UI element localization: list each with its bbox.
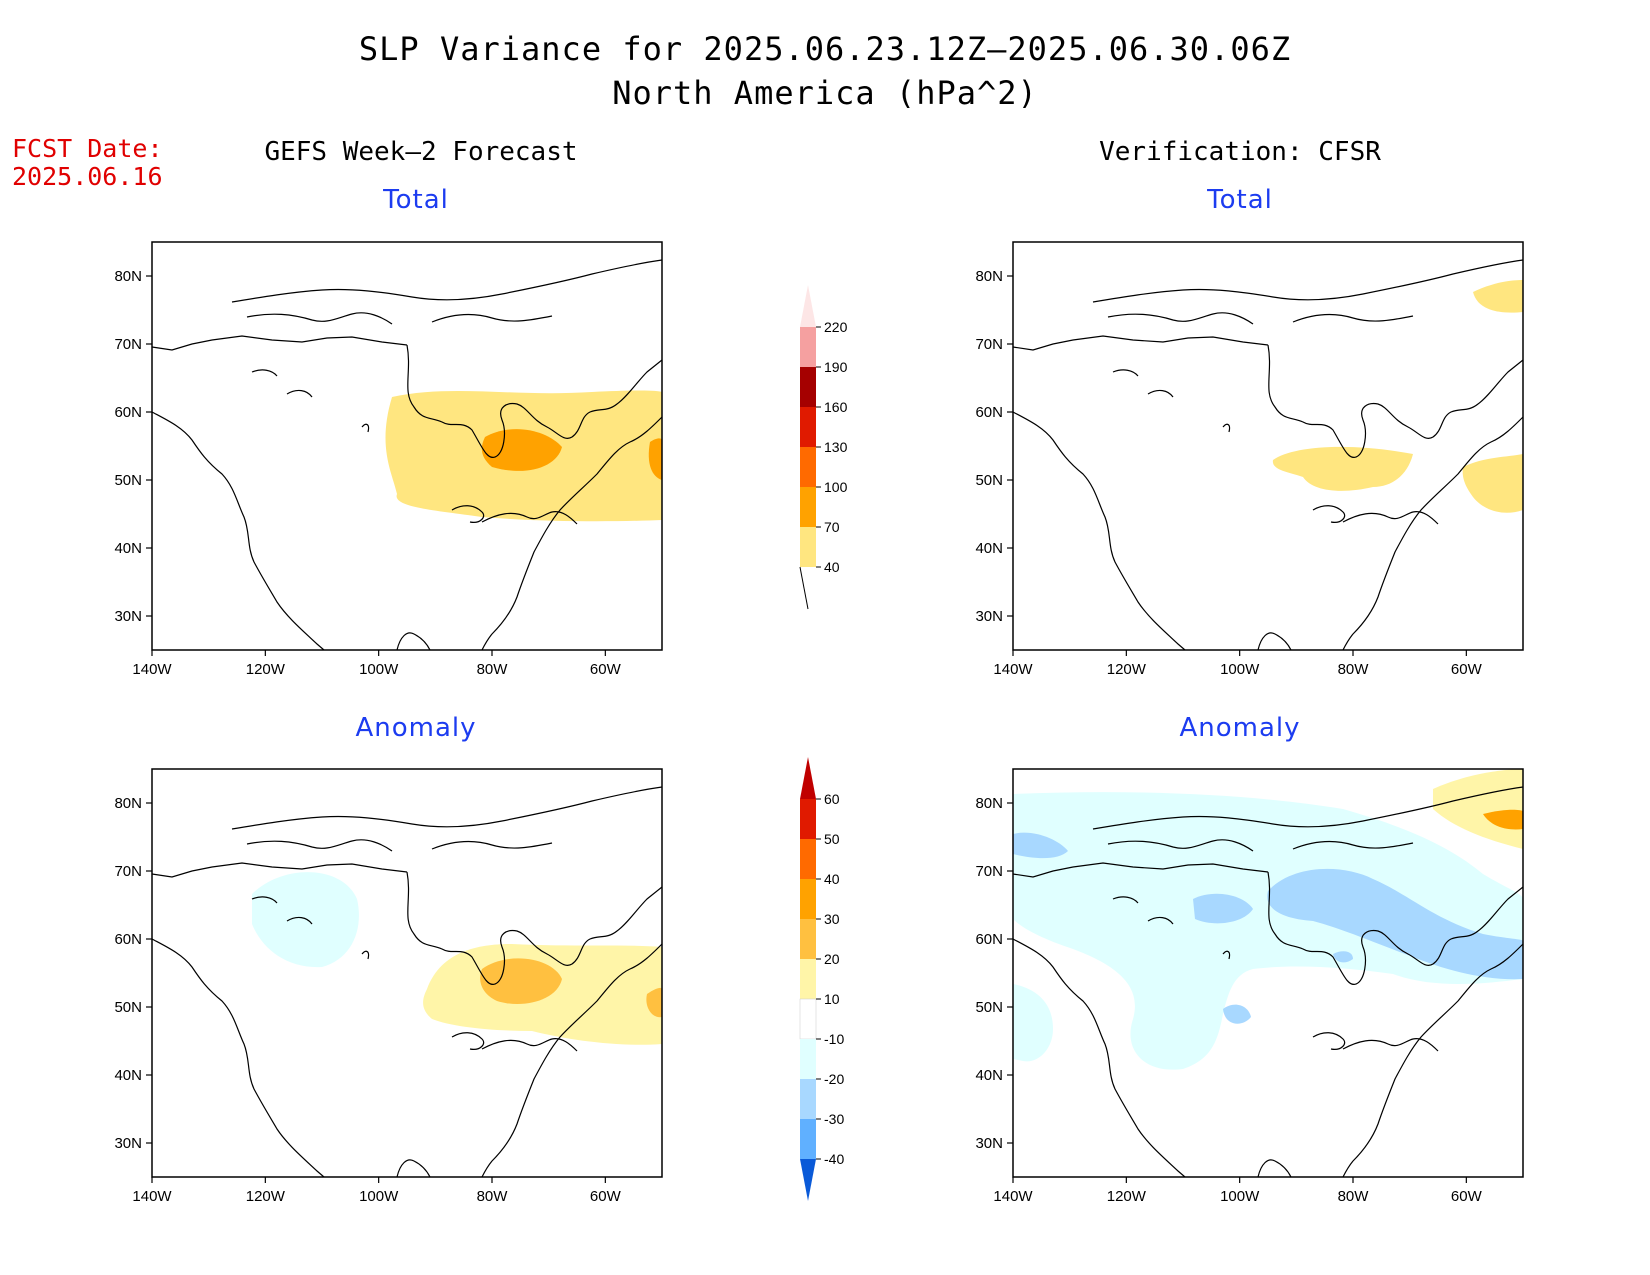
lon-tick-label: 60W: [1451, 661, 1483, 678]
lon-tick-label: 120W: [246, 661, 286, 678]
colorbar-anomaly-bottom-tip: [800, 1159, 816, 1201]
colorbar-anomaly-swatch: [800, 879, 816, 919]
lat-tick-label: 40N: [975, 1067, 1003, 1084]
panel-title-fcst-anomaly: Anomaly: [355, 713, 477, 743]
lon-tick-label: 80W: [477, 1188, 509, 1205]
colorbar-anomaly-label: 60: [824, 791, 840, 807]
lat-tick-label: 60N: [114, 404, 142, 421]
colorbar-total-swatch: [800, 447, 816, 487]
verification-column-title: Verification: CFSR: [1099, 137, 1381, 167]
colorbar-anomaly-swatch: [800, 959, 816, 999]
colorbar-total-swatch: [800, 327, 816, 367]
lat-tick-label: 50N: [975, 472, 1003, 489]
map-verif-total: [1012, 241, 1524, 651]
lat-tick-label: 70N: [114, 863, 142, 880]
colorbar-anomaly-label: 40: [824, 871, 840, 887]
colorbar-anomaly-top-tip: [800, 757, 816, 799]
lon-tick-label: 100W: [359, 1188, 399, 1205]
panel-title-fcst-total: Total: [383, 185, 449, 215]
lon-tick-label: 80W: [1338, 1188, 1370, 1205]
main-subtitle: North America (hPa^2): [612, 74, 1038, 112]
lat-tick-label: 40N: [114, 1067, 142, 1084]
panel-title-verif-anomaly: Anomaly: [1179, 713, 1301, 743]
colorbar-total-swatch: [800, 407, 816, 447]
lat-tick-label: 40N: [114, 540, 142, 557]
lon-tick-label: 60W: [590, 1188, 622, 1205]
lon-tick-label: 60W: [590, 661, 622, 678]
colorbar-total-label: 70: [824, 519, 840, 535]
colorbar-anomaly-swatch: [800, 1079, 816, 1119]
colorbar-anomaly-label: 20: [824, 951, 840, 967]
colorbar-anomaly-swatch: [800, 799, 816, 839]
lon-tick-label: 100W: [359, 661, 399, 678]
colorbar-anomaly-label: 10: [824, 991, 840, 1007]
panel-title-verif-total: Total: [1207, 185, 1273, 215]
lon-tick-label: 60W: [1451, 1188, 1483, 1205]
lat-tick-label: 50N: [114, 999, 142, 1016]
lon-tick-label: 140W: [132, 661, 172, 678]
colorbar-anomaly-swatch: [800, 919, 816, 959]
lat-tick-label: 60N: [114, 931, 142, 948]
lat-tick-label: 50N: [114, 472, 142, 489]
colorbar-total-label: 40: [824, 559, 840, 575]
lon-tick-label: 120W: [1107, 1188, 1147, 1205]
lon-tick-label: 140W: [993, 1188, 1033, 1205]
lon-tick-label: 80W: [477, 661, 509, 678]
colorbar-total-swatch: [800, 527, 816, 567]
lon-tick-label: 140W: [993, 661, 1033, 678]
lon-tick-label: 140W: [132, 1188, 172, 1205]
colorbar-anomaly-label: -40: [824, 1151, 844, 1167]
colorbar-total-label: 100: [824, 479, 848, 495]
colorbar-anomaly-swatch: [799, 998, 817, 1040]
lon-tick-label: 100W: [1220, 1188, 1260, 1205]
colorbar-anomaly-label: -20: [824, 1071, 844, 1087]
lat-tick-label: 30N: [975, 608, 1003, 625]
colorbar-anomaly-label: 50: [824, 831, 840, 847]
colorbar-total-top-tip: [800, 285, 816, 327]
colorbar-anomaly: 60 50 40 30 20 10 -10 -20 -30 -40: [799, 757, 844, 1201]
lat-tick-label: 60N: [975, 404, 1003, 421]
lat-tick-label: 80N: [114, 268, 142, 285]
lat-tick-label: 80N: [975, 268, 1003, 285]
lon-tick-label: 100W: [1220, 661, 1260, 678]
lon-tick-label: 120W: [246, 1188, 286, 1205]
colorbar-total-label: 190: [824, 359, 848, 375]
lat-tick-label: 70N: [975, 336, 1003, 353]
colorbar-total-label: 160: [824, 399, 848, 415]
colorbar-anomaly-label: 30: [824, 911, 840, 927]
lat-tick-label: 70N: [114, 336, 142, 353]
lat-tick-label: 30N: [975, 1135, 1003, 1152]
colorbar-total: 220 190 160 130 100 70 40: [799, 285, 848, 610]
lon-tick-label: 80W: [1338, 661, 1370, 678]
forecast-column-title: GEFS Week–2 Forecast: [264, 137, 578, 167]
lat-tick-label: 70N: [975, 863, 1003, 880]
lat-tick-label: 60N: [975, 931, 1003, 948]
lat-tick-label: 30N: [114, 1135, 142, 1152]
colorbar-anomaly-label: -30: [824, 1111, 844, 1127]
colorbar-total-bottom-tip: [799, 566, 809, 610]
colorbar-anomaly-swatch: [800, 1119, 816, 1159]
colorbar-anomaly-swatch: [800, 1039, 816, 1079]
colorbar-total-label: 130: [824, 439, 848, 455]
lat-tick-label: 50N: [975, 999, 1003, 1016]
colorbar-anomaly-label: -10: [824, 1031, 844, 1047]
lon-tick-label: 120W: [1107, 661, 1147, 678]
map-fcst-total: [151, 241, 663, 651]
colorbar-total-swatch: [800, 367, 816, 407]
map-verif-anomaly: [1012, 768, 1524, 1178]
colorbar-anomaly-swatch: [800, 839, 816, 879]
lat-tick-label: 80N: [114, 795, 142, 812]
fcst-date-label: FCST Date:: [12, 134, 163, 163]
fcst-date-value: 2025.06.16: [12, 162, 163, 191]
lat-tick-label: 30N: [114, 608, 142, 625]
main-title: SLP Variance for 2025.06.23.12Z–2025.06.…: [358, 30, 1292, 68]
lat-tick-label: 40N: [975, 540, 1003, 557]
lat-tick-label: 80N: [975, 795, 1003, 812]
map-fcst-anomaly: [151, 768, 663, 1178]
colorbar-total-label: 220: [824, 319, 848, 335]
colorbar-total-swatch: [800, 487, 816, 527]
